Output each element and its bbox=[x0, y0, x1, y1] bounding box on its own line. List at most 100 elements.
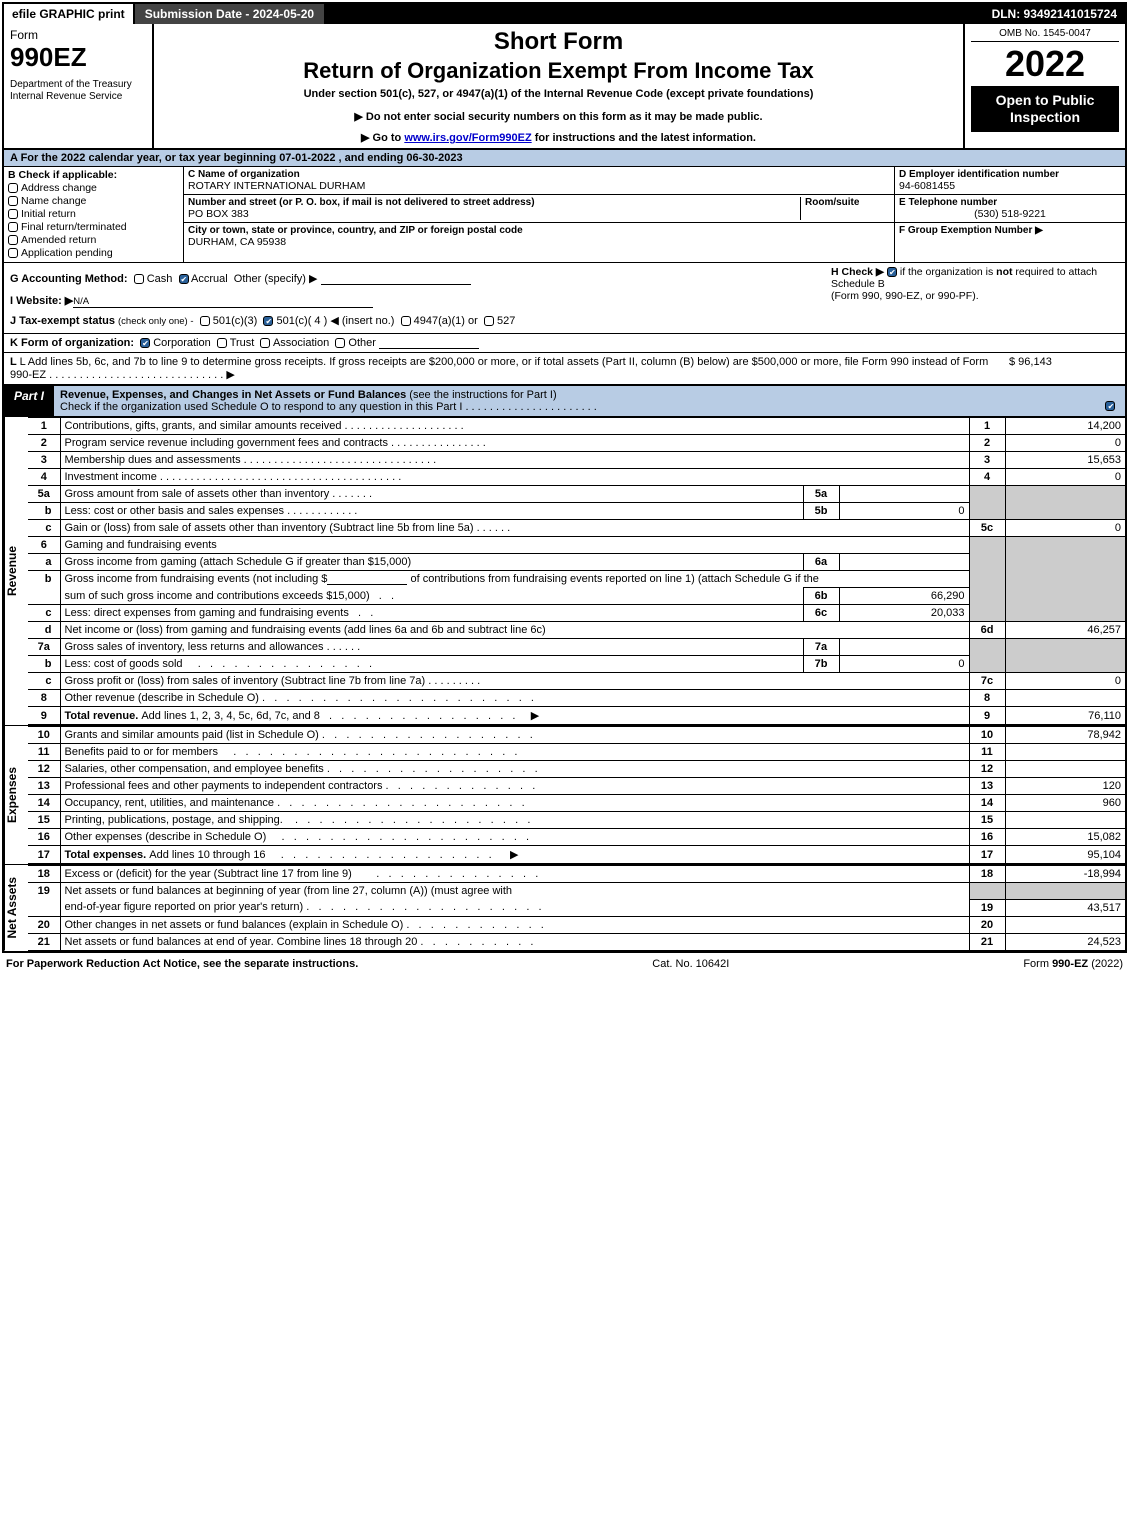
goto-text: ▶ Go to www.irs.gov/Form990EZ for instru… bbox=[160, 131, 957, 144]
chk-amended-return[interactable]: Amended return bbox=[8, 234, 179, 246]
line-20: 20Other changes in net assets or fund ba… bbox=[28, 916, 1125, 933]
irs-link[interactable]: www.irs.gov/Form990EZ bbox=[404, 132, 531, 144]
line-7b: bLess: cost of goods sold . . . . . . . … bbox=[28, 656, 1125, 673]
chk-association[interactable] bbox=[260, 338, 270, 348]
chk-initial-return[interactable]: Initial return bbox=[8, 208, 179, 220]
line-16: 16Other expenses (describe in Schedule O… bbox=[28, 829, 1125, 846]
line-4: 4Investment income . . . . . . . . . . .… bbox=[28, 469, 1125, 486]
chk-4947[interactable] bbox=[401, 316, 411, 326]
short-form-title: Short Form bbox=[160, 28, 957, 56]
form-word: Form bbox=[10, 28, 146, 42]
chk-schedule-o-part-i[interactable] bbox=[1105, 401, 1115, 411]
c-addr-label: Number and street (or P. O. box, if mail… bbox=[188, 197, 800, 208]
form-number: 990EZ bbox=[10, 42, 146, 73]
line-18: 18Excess or (deficit) for the year (Subt… bbox=[28, 866, 1125, 883]
line-6b: bGross income from fundraising events (n… bbox=[28, 571, 1125, 588]
chk-501c[interactable] bbox=[263, 316, 273, 326]
d-ein-value: 94-6081455 bbox=[899, 180, 1121, 192]
c-addr-value: PO BOX 383 bbox=[188, 208, 800, 220]
revenue-section: Revenue 1Contributions, gifts, grants, a… bbox=[4, 417, 1125, 726]
department-label: Department of the Treasury Internal Reve… bbox=[10, 79, 146, 103]
line-2: 2Program service revenue including gover… bbox=[28, 435, 1125, 452]
line-5c: cGain or (loss) from sale of assets othe… bbox=[28, 520, 1125, 537]
line-8: 8Other revenue (describe in Schedule O) … bbox=[28, 690, 1125, 707]
goto-post: for instructions and the latest informat… bbox=[532, 132, 756, 144]
expenses-section: Expenses 10Grants and similar amounts pa… bbox=[4, 726, 1125, 865]
i-website: I Website: ▶N/A bbox=[10, 291, 819, 311]
column-b-check-applicable: B Check if applicable: Address change Na… bbox=[4, 167, 184, 262]
f-group-label: F Group Exemption Number ▶ bbox=[899, 225, 1121, 236]
chk-h-scheduleb[interactable] bbox=[887, 267, 897, 277]
line-5a: 5aGross amount from sale of assets other… bbox=[28, 486, 1125, 503]
line-19-cont: end-of-year figure reported on prior yea… bbox=[28, 899, 1125, 916]
k-form-organization: K Form of organization: Corporation Trus… bbox=[4, 334, 1125, 353]
section-a-calendar-year: A For the 2022 calendar year, or tax yea… bbox=[4, 150, 1125, 167]
l-gross-receipts: L L Add lines 5b, 6c, and 7b to line 9 t… bbox=[4, 353, 1125, 385]
footer-cat-no: Cat. No. 10642I bbox=[652, 958, 729, 970]
under-section-text: Under section 501(c), 527, or 4947(a)(1)… bbox=[160, 88, 957, 100]
line-5b: bLess: cost or other basis and sales exp… bbox=[28, 503, 1125, 520]
line-6d: dNet income or (loss) from gaming and fu… bbox=[28, 622, 1125, 639]
return-title: Return of Organization Exempt From Incom… bbox=[160, 58, 957, 84]
form-990ez-container: efile GRAPHIC print Submission Date - 20… bbox=[2, 2, 1127, 953]
line-21: 21Net assets or fund balances at end of … bbox=[28, 933, 1125, 950]
open-to-public: Open to Public Inspection bbox=[971, 86, 1119, 132]
chk-accrual[interactable] bbox=[179, 274, 189, 284]
efile-print-label[interactable]: efile GRAPHIC print bbox=[4, 4, 135, 24]
page-footer: For Paperwork Reduction Act Notice, see … bbox=[0, 955, 1129, 973]
d-ein-label: D Employer identification number bbox=[899, 169, 1121, 180]
line-6a: aGross income from gaming (attach Schedu… bbox=[28, 554, 1125, 571]
chk-cash[interactable] bbox=[134, 274, 144, 284]
line-11: 11Benefits paid to or for members . . . … bbox=[28, 744, 1125, 761]
chk-501c3[interactable] bbox=[200, 316, 210, 326]
chk-name-change[interactable]: Name change bbox=[8, 195, 179, 207]
footer-right: Form 990-EZ (2022) bbox=[1023, 958, 1123, 970]
header-mid: Short Form Return of Organization Exempt… bbox=[154, 24, 965, 148]
footer-left: For Paperwork Reduction Act Notice, see … bbox=[6, 958, 358, 970]
j-tax-exempt: J Tax-exempt status (check only one) - 5… bbox=[10, 311, 819, 330]
part-i-header: Part I Revenue, Expenses, and Changes in… bbox=[4, 385, 1125, 417]
line-6: 6Gaming and fundraising events bbox=[28, 537, 1125, 554]
dln-label: DLN: 93492141015724 bbox=[984, 4, 1125, 24]
chk-527[interactable] bbox=[484, 316, 494, 326]
c-room-label: Room/suite bbox=[805, 197, 890, 208]
chk-address-change[interactable]: Address change bbox=[8, 182, 179, 194]
h-check: H Check ▶ if the organization is not req… bbox=[825, 263, 1125, 333]
line-6c: cLess: direct expenses from gaming and f… bbox=[28, 605, 1125, 622]
omb-number: OMB No. 1545-0047 bbox=[971, 28, 1119, 42]
line-14: 14Occupancy, rent, utilities, and mainte… bbox=[28, 795, 1125, 812]
expenses-table: 10Grants and similar amounts paid (list … bbox=[28, 726, 1125, 864]
chk-corporation[interactable] bbox=[140, 338, 150, 348]
chk-trust[interactable] bbox=[217, 338, 227, 348]
part-i-title: Revenue, Expenses, and Changes in Net As… bbox=[60, 389, 406, 401]
c-name-label: C Name of organization bbox=[188, 169, 890, 180]
line-19: 19Net assets or fund balances at beginni… bbox=[28, 883, 1125, 900]
line-7c: cGross profit or (loss) from sales of in… bbox=[28, 673, 1125, 690]
line-6b-cont: sum of such gross income and contributio… bbox=[28, 588, 1125, 605]
header-left: Form 990EZ Department of the Treasury In… bbox=[4, 24, 154, 148]
line-10: 10Grants and similar amounts paid (list … bbox=[28, 727, 1125, 744]
c-city-label: City or town, state or province, country… bbox=[188, 225, 890, 236]
line-3: 3Membership dues and assessments . . . .… bbox=[28, 452, 1125, 469]
tax-year: 2022 bbox=[971, 46, 1119, 82]
c-city-value: DURHAM, CA 95938 bbox=[188, 236, 890, 248]
line-15: 15Printing, publications, postage, and s… bbox=[28, 812, 1125, 829]
part-i-badge: Part I bbox=[4, 386, 54, 416]
chk-final-return[interactable]: Final return/terminated bbox=[8, 221, 179, 233]
b-header: B Check if applicable: bbox=[8, 169, 179, 181]
netassets-table: 18Excess or (deficit) for the year (Subt… bbox=[28, 865, 1125, 951]
submission-date-label: Submission Date - 2024-05-20 bbox=[135, 4, 326, 24]
line-9: 9Total revenue. Add lines 1, 2, 3, 4, 5c… bbox=[28, 707, 1125, 725]
line-7a: 7aGross sales of inventory, less returns… bbox=[28, 639, 1125, 656]
bcdef-block: B Check if applicable: Address change Na… bbox=[4, 167, 1125, 263]
line-1: 1Contributions, gifts, grants, and simil… bbox=[28, 418, 1125, 435]
expenses-vert-label: Expenses bbox=[4, 726, 28, 864]
line-13: 13Professional fees and other payments t… bbox=[28, 778, 1125, 795]
gh-row: G Accounting Method: Cash Accrual Other … bbox=[4, 263, 1125, 334]
chk-other-org[interactable] bbox=[335, 338, 345, 348]
e-phone-value: (530) 518-9221 bbox=[899, 208, 1121, 220]
chk-application-pending[interactable]: Application pending bbox=[8, 247, 179, 259]
c-name-value: ROTARY INTERNATIONAL DURHAM bbox=[188, 180, 890, 192]
netassets-vert-label: Net Assets bbox=[4, 865, 28, 951]
part-i-sub: Check if the organization used Schedule … bbox=[60, 401, 462, 413]
